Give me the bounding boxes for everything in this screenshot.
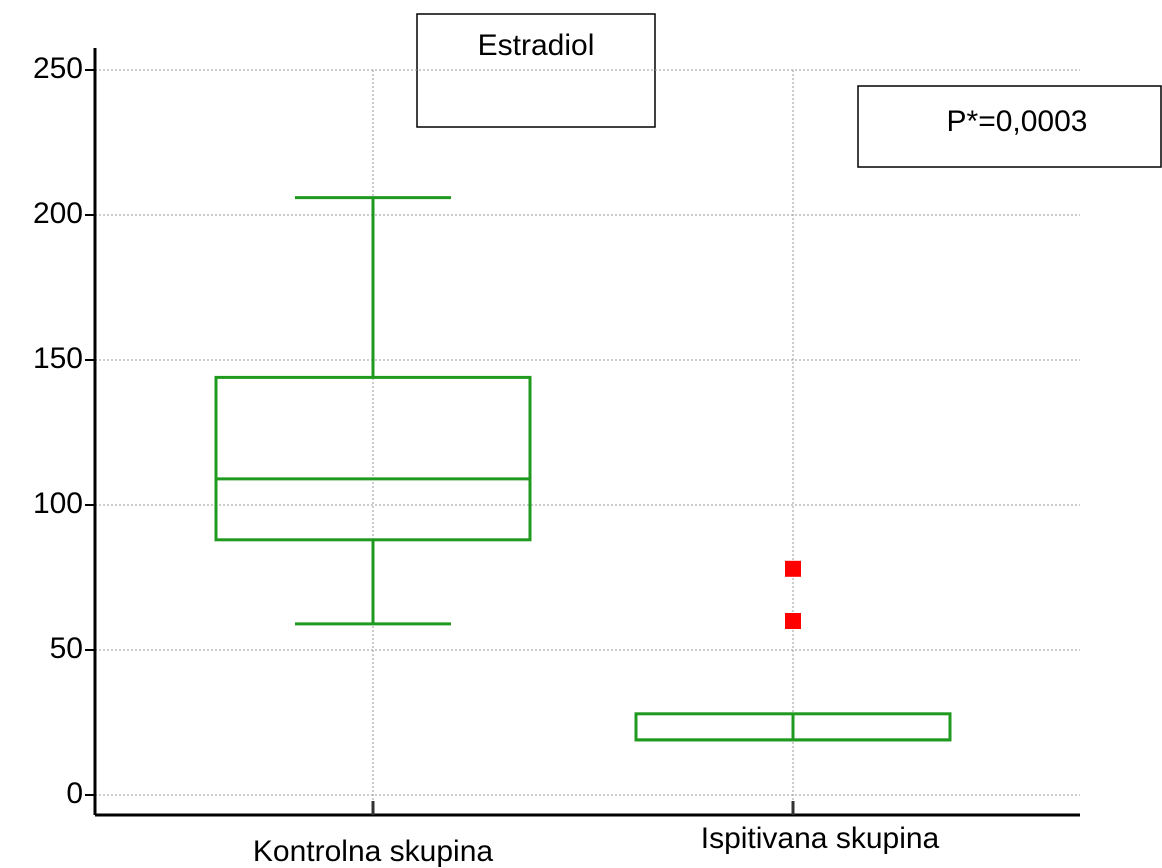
flier (785, 613, 801, 629)
annotation: P*=0,0003 (947, 105, 1088, 138)
x-tick-label: Kontrolna skupina (253, 835, 493, 868)
chart-title: Estradiol (478, 29, 595, 62)
y-tick-label: 200 (33, 197, 83, 230)
y-tick-label: 100 (33, 487, 83, 520)
flier (785, 560, 801, 577)
x-tick-label: Ispitivana skupina (701, 822, 940, 855)
y-tick-label: 0 (66, 777, 83, 810)
annotation-box (857, 85, 1162, 168)
y-tick-label: 250 (33, 52, 83, 85)
y-tick-label: 150 (33, 342, 83, 375)
box (214, 375, 532, 542)
y-tick-label: 50 (50, 632, 83, 665)
